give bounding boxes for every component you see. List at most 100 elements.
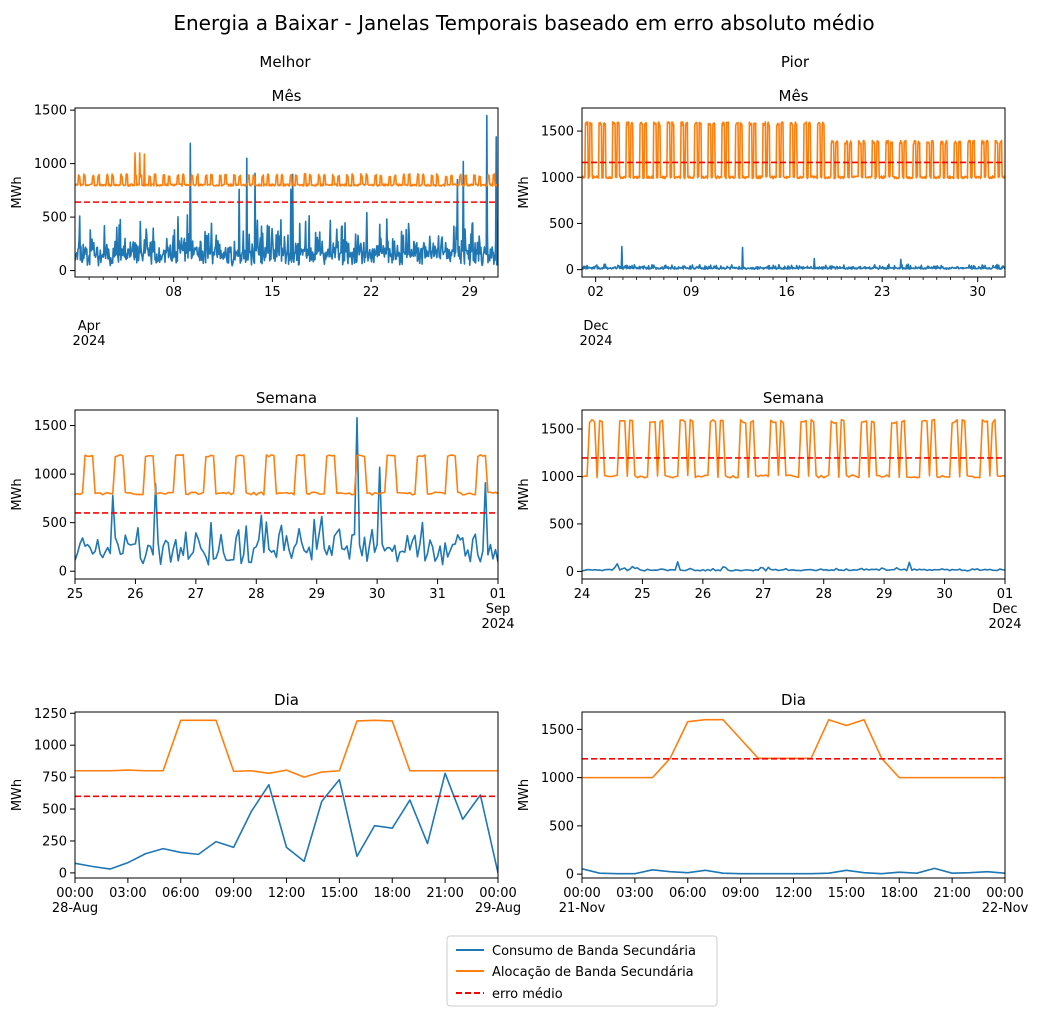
legend-label-erro: erro médio [492,987,563,1002]
y-tick-label: 1000 [541,771,574,786]
y-tick-label: 500 [42,516,67,531]
axes-frame [581,409,1006,580]
plot-area [582,418,1005,572]
x-tick-label: 2024 [481,617,514,632]
y-axis-label: MWh [517,779,532,811]
y-tick-label: 500 [549,819,574,834]
x-corner-label: 2024 [579,334,612,349]
x-tick-label: 29 [462,285,479,300]
y-tick-label: 0 [59,866,67,881]
legend-label-alocacao: Alocação de Banda Secundária [492,965,694,980]
x-tick-label: 18:00 [374,886,411,901]
x-tick-label: 23 [874,285,891,300]
x-tick-label: 27 [188,587,205,602]
x-tick-label: Sep [486,602,511,617]
legend-frame [446,935,718,1007]
y-tick-label: 1000 [34,468,67,483]
y-tick-label: 500 [549,217,574,232]
x-tick-label: 09 [683,285,700,300]
axes-frame [581,711,1006,879]
x-tick-label: 25 [634,587,651,602]
x-tick-label: 30 [936,587,953,602]
x-tick-label: 31 [429,587,446,602]
axes-frame [74,711,499,879]
legend: Consumo de Banda Secundária Alocação de … [446,935,718,1007]
y-tick-label: 1500 [34,104,67,119]
series-line-consumo [582,561,1005,572]
column-title-worst: Pior [781,53,810,71]
x-tick-label: 25 [67,587,84,602]
y-tick-label: 0 [566,263,574,278]
x-tick-label: 22 [363,285,380,300]
x-tick-label: 09:00 [722,886,759,901]
x-tick-label: 06:00 [669,886,706,901]
series-line-alocacao [582,718,1005,779]
x-tick-label: 00:00 [563,886,600,901]
subplot-title: Dia [781,691,806,709]
x-tick-label: 21:00 [426,886,463,901]
x-corner-label: Dec [583,319,608,334]
x-tick-label: 08 [165,285,182,300]
x-tick-label: 22-Nov [982,901,1029,916]
column-title-best: Melhor [259,53,311,71]
y-tick-label: 1500 [34,419,67,434]
x-tick-label: 15 [264,285,281,300]
y-axis-label: MWh [10,176,25,208]
x-tick-label: Dec [992,602,1017,617]
x-tick-label: 30 [369,587,386,602]
series-line-alocacao [582,418,1005,479]
y-tick-label: 1500 [541,422,574,437]
figure-title: Energia a Baixar - Janelas Temporais bas… [173,11,874,35]
y-tick-label: 0 [59,565,67,580]
series-line-consumo [75,416,498,566]
x-tick-label: 21:00 [933,886,970,901]
subplot-title: Mês [272,87,302,105]
x-tick-label: 12:00 [775,886,812,901]
x-corner-label: 2024 [72,334,105,349]
y-tick-label: 1000 [541,171,574,186]
series-line-alocacao [75,453,498,496]
x-tick-label: 09:00 [215,886,252,901]
x-tick-label: 02 [587,285,604,300]
series-line-consumo [75,772,498,874]
axes-frame [581,107,1006,278]
x-tick-label: 00:00 [986,886,1023,901]
x-tick-label: 28 [248,587,265,602]
x-tick-label: 00:00 [56,886,93,901]
x-tick-label: 01 [997,587,1014,602]
x-tick-label: 03:00 [616,886,653,901]
y-tick-label: 1000 [541,470,574,485]
x-tick-label: 27 [755,587,772,602]
x-tick-label: 2024 [988,617,1021,632]
subplot-4: DiaMWh02505007501000125000:0028-Aug03:00… [10,691,521,916]
y-tick-label: 1500 [541,125,574,140]
series-line-consumo [75,114,498,267]
x-tick-label: 12:00 [268,886,305,901]
y-tick-label: 750 [42,771,67,786]
plot-area [75,114,498,267]
x-tick-label: 28-Aug [52,901,98,916]
x-tick-label: 26 [695,587,712,602]
subplot-3: Semana MWh 0 500 1000 1500 24 25 26 27 28 29 30 01Dec… [517,389,1022,632]
subplot-title: Semana [256,389,317,407]
y-tick-label: 250 [42,834,67,849]
y-axis-label: MWh [10,779,25,811]
y-tick-label: 0 [566,565,574,580]
subplot-2: Semana MWh 0 500 1000 1500 25 26 27 28 29 30 31 01Sep… [10,389,515,632]
x-tick-label: 03:00 [109,886,146,901]
x-tick-label: 29 [308,587,325,602]
x-tick-label: 21-Nov [559,901,606,916]
y-tick-label: 1500 [541,723,574,738]
subplot-title: Dia [274,691,299,709]
subplot-title: Semana [763,389,824,407]
x-tick-label: 29-Aug [475,901,521,916]
legend-label-consumo: Consumo de Banda Secundária [492,944,696,959]
y-tick-label: 500 [549,517,574,532]
x-tick-label: 06:00 [162,886,199,901]
y-axis-label: MWh [10,478,25,510]
